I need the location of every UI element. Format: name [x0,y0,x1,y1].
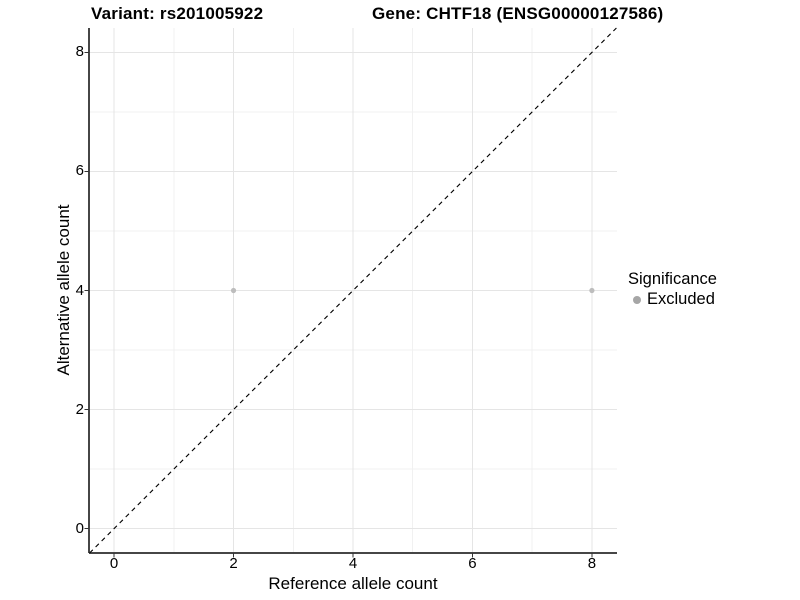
legend-title: Significance [628,270,717,288]
x-axis-title: Reference allele count [268,574,438,593]
x-tick-label: 8 [587,555,597,572]
plot-title-gene: Gene: CHTF18 (ENSG00000127586) [372,4,664,23]
x-tick-label: 6 [468,555,477,572]
y-tick-label: 6 [75,162,84,180]
data-point-excluded [589,287,595,294]
plot-title-variant: Variant: rs201005922 [91,4,264,23]
y-tick-label: 0 [75,519,84,537]
y-tick-label: 2 [75,400,84,418]
x-tick-label: 2 [229,555,238,572]
y-axis-title: Alternative allele count [54,204,73,376]
legend-item-excluded: Excluded [628,290,717,309]
x-tick-label: 0 [109,555,119,572]
y-tick-label: 8 [75,43,84,61]
legend-item-label: Excluded [647,290,715,308]
legend-circle-marker-icon [633,295,641,304]
data-point-excluded [230,287,237,294]
x-tick-label: 4 [348,555,358,572]
y-tick-label: 4 [75,281,84,299]
legend: Significance Excluded [628,270,717,309]
